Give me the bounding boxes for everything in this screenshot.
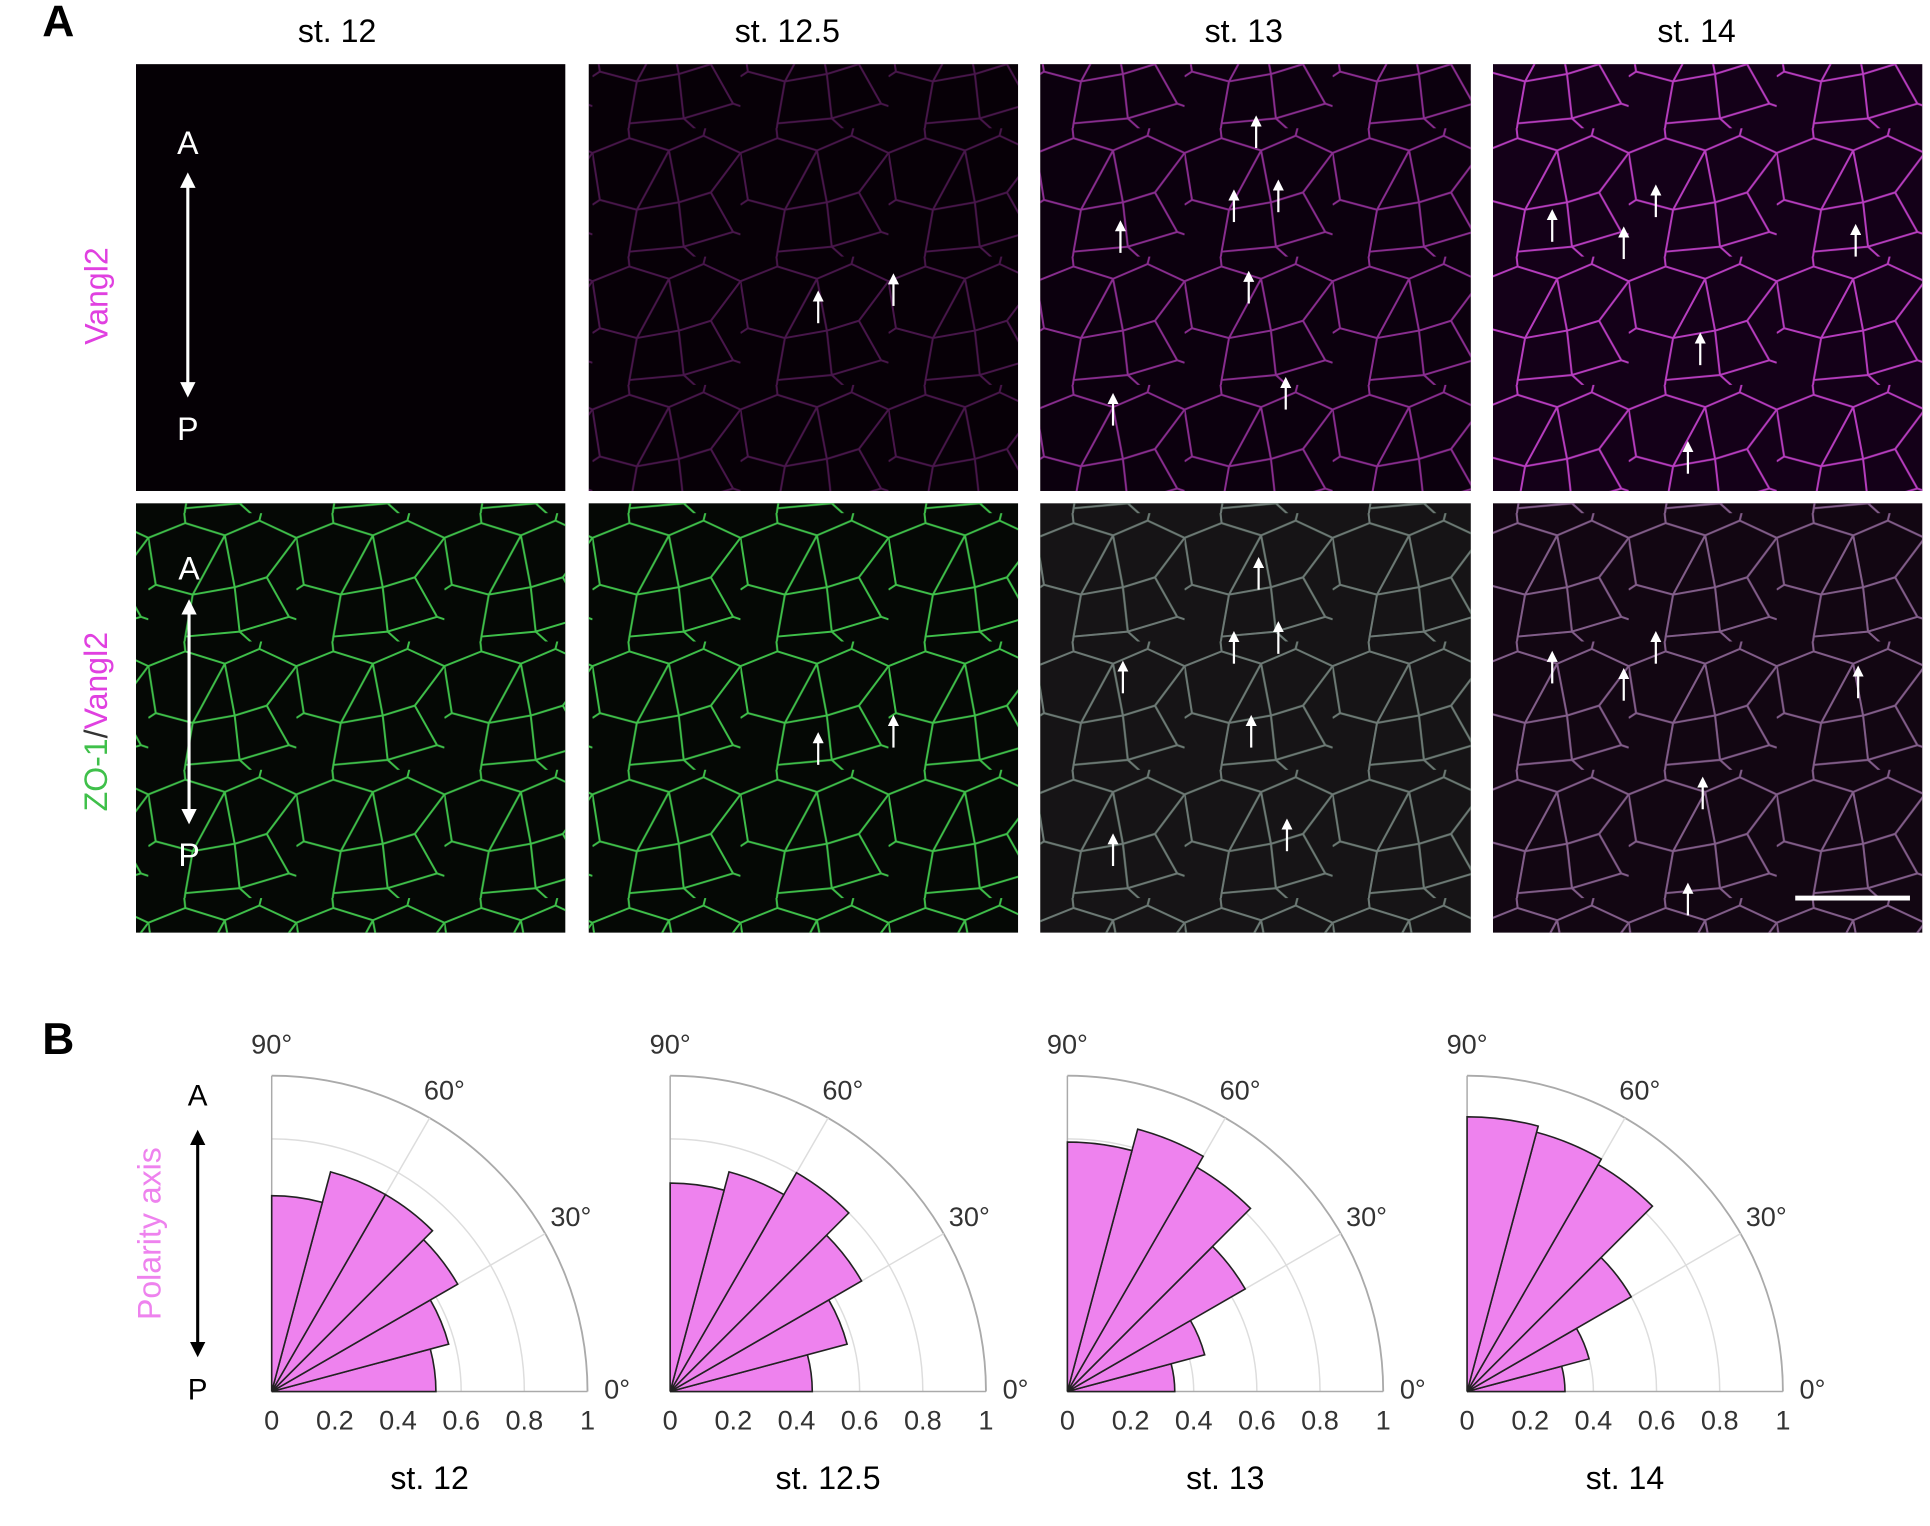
column-label: st. 14 (1657, 13, 1735, 49)
r-tick-label: 0 (1460, 1405, 1475, 1436)
r-tick-label: 0 (264, 1405, 279, 1436)
r-tick-label: 0.2 (1511, 1405, 1549, 1436)
theta-tick-label: 60° (1220, 1075, 1261, 1106)
theta-tick-label: 90° (1447, 1028, 1488, 1059)
r-tick-label: 0.2 (316, 1405, 354, 1436)
theta-tick-label: 30° (1346, 1201, 1387, 1232)
row-label: ZO-1/Vangl2 (78, 632, 114, 811)
axis-label: P (177, 411, 198, 447)
theta-tick-label: 60° (1619, 1075, 1660, 1106)
rose-bar (270, 1170, 387, 1392)
image-signal (588, 503, 1019, 933)
theta-tick-label: 30° (550, 1201, 591, 1232)
grid-arc (1467, 1074, 1784, 1392)
chart-title: st. 14 (1586, 1460, 1664, 1496)
grid-arc (1067, 1074, 1385, 1392)
r-tick-label: 0.2 (714, 1405, 752, 1436)
row-label: Vangl2 (78, 247, 114, 344)
r-tick-label: 0.6 (841, 1405, 879, 1436)
r-tick-label: 0.6 (1238, 1405, 1276, 1436)
theta-tick-label: 0° (1003, 1374, 1029, 1405)
theta-tick-label: 90° (650, 1028, 691, 1059)
theta-tick-label: 60° (822, 1075, 863, 1106)
image-signal (588, 64, 1019, 491)
r-tick-label: 0.6 (442, 1405, 480, 1436)
theta-tick-label: 0° (604, 1374, 630, 1405)
image (136, 64, 566, 491)
row-label-part: ZO-1 (78, 738, 114, 811)
axis-label: A (177, 125, 199, 161)
rose-bar (669, 1170, 785, 1392)
r-tick-label: 0.4 (379, 1405, 417, 1436)
grid-arc (670, 1074, 987, 1392)
panel-label: A (42, 0, 74, 46)
rose-bar (669, 1171, 850, 1393)
r-tick-label: 1 (1376, 1405, 1391, 1436)
r-tick-label: 0.8 (1301, 1405, 1339, 1436)
r-tick-label: 0.8 (904, 1405, 942, 1436)
chart-title: st. 13 (1186, 1460, 1264, 1496)
theta-tick-label: 30° (1746, 1201, 1787, 1232)
theta-tick-label: 30° (949, 1201, 990, 1232)
chart-title: st. 12 (390, 1460, 468, 1496)
rose-bar (1066, 1141, 1133, 1392)
r-tick-label: 1 (978, 1405, 993, 1436)
axis-label: P (188, 1373, 208, 1406)
theta-tick-label: 90° (251, 1028, 292, 1059)
rose-bar (1066, 1128, 1205, 1392)
theta-tick-label: 90° (1047, 1028, 1088, 1059)
column-label: st. 12.5 (735, 13, 840, 49)
image-signal (136, 503, 566, 933)
chart-title: st. 12.5 (775, 1460, 880, 1496)
theta-tick-label: 0° (1800, 1374, 1826, 1405)
r-tick-label: 0.8 (505, 1405, 543, 1436)
r-tick-label: 0.4 (778, 1405, 816, 1436)
micrographs (136, 64, 1923, 933)
rose-bar (270, 1194, 324, 1392)
column-label: st. 12 (298, 13, 376, 49)
rose-bar (669, 1182, 726, 1392)
theta-tick-label: 60° (424, 1075, 465, 1106)
theta-tick-label: 0° (1400, 1374, 1426, 1405)
r-tick-label: 1 (1775, 1405, 1790, 1436)
r-tick-label: 0 (1060, 1405, 1075, 1436)
r-tick-label: 0.6 (1638, 1405, 1676, 1436)
grid-arc (271, 1074, 589, 1392)
polar-charts: 0 0.2 0.4 0.6 0.8 1 0° 30° 60° 90° st. 12 0 0.2 0.4 0.… (251, 1028, 1825, 1496)
axis-label: A (178, 551, 200, 587)
r-tick-label: 1 (580, 1405, 595, 1436)
column-label: st. 13 (1205, 13, 1283, 49)
row-label-part: / (78, 729, 114, 738)
rose-bar (1466, 1115, 1540, 1392)
image-signal (1492, 64, 1923, 491)
image-signal (1492, 503, 1923, 933)
arrows (812, 115, 1864, 916)
r-tick-label: 0.4 (1175, 1405, 1213, 1436)
image-signal (1040, 503, 1471, 933)
grid-arc (271, 1138, 526, 1392)
axis-label: P (178, 837, 199, 873)
row-label-part: Vangl2 (78, 632, 114, 729)
axis-label: A (188, 1080, 208, 1113)
r-tick-label: 0.4 (1575, 1405, 1613, 1436)
panel-label: B (42, 1015, 74, 1064)
axis-title: Polarity axis (132, 1147, 168, 1320)
r-tick-label: 0.8 (1701, 1405, 1739, 1436)
r-tick-label: 0.2 (1112, 1405, 1150, 1436)
r-tick-label: 0 (663, 1405, 678, 1436)
